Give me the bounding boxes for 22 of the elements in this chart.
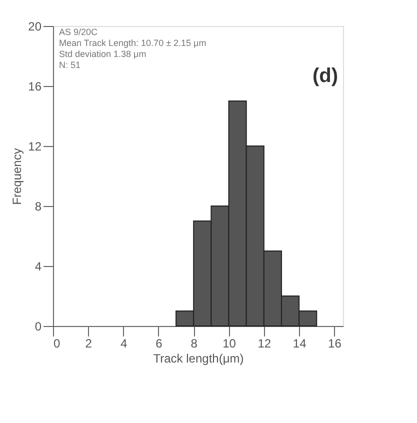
annotation: Std deviation 1.38 μm	[59, 49, 146, 59]
x-tick-label: 10	[222, 336, 236, 350]
x-tick-label: 8	[190, 336, 198, 350]
x-axis-title: Track length(μm)	[153, 352, 244, 366]
y-tick-label: 12	[28, 140, 42, 154]
annotation: N: 51	[59, 60, 81, 70]
y-axis-title: Frequency	[10, 148, 24, 205]
y-tick-label: 0	[34, 320, 42, 334]
annotation: (d)	[312, 65, 338, 87]
x-tick-label: 2	[85, 336, 92, 350]
x-tick-label: 16	[328, 336, 342, 350]
y-tick-label: 16	[28, 80, 42, 94]
y-tick-label: 20	[28, 20, 42, 34]
x-tick-label: 4	[120, 336, 128, 350]
y-tick-label: 4	[34, 260, 42, 274]
x-tick-label: 12	[258, 336, 272, 350]
x-tick-label: 14	[292, 336, 307, 350]
x-tick-label: 0	[54, 336, 60, 350]
annotation: Mean Track Length: 10.70 ± 2.15 μm	[59, 38, 206, 48]
y-tick-label: 8	[34, 200, 42, 214]
annotation: AS 9/20C	[59, 27, 98, 37]
x-tick-label: 6	[156, 336, 163, 350]
